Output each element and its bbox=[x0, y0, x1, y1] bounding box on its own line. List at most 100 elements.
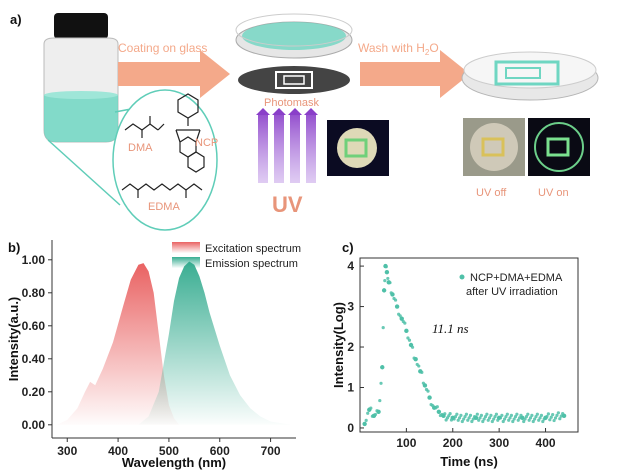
panel-b-ylabel: Intensity(a.u.) bbox=[6, 297, 21, 382]
c-data-point bbox=[449, 418, 454, 422]
c-data-point bbox=[501, 419, 505, 424]
c-data-point bbox=[443, 412, 447, 416]
uv-on-label: UV on bbox=[538, 187, 569, 199]
c-data-point bbox=[426, 389, 430, 393]
panel-c-ylabel: Intensity(Log) bbox=[331, 302, 346, 388]
c-data-point bbox=[489, 413, 493, 418]
c-data-point bbox=[478, 416, 482, 420]
c-data-point bbox=[477, 418, 481, 422]
c-data-point bbox=[530, 413, 534, 418]
c-data-point bbox=[511, 419, 515, 424]
c-data-point bbox=[483, 415, 488, 419]
c-data-point bbox=[492, 417, 496, 421]
uv-on-photo-icon bbox=[528, 118, 590, 176]
c-y-tick-label: 1 bbox=[347, 380, 354, 394]
c-data-point bbox=[460, 419, 464, 424]
c-data-point bbox=[479, 413, 484, 418]
b-legend-swatch-1 bbox=[172, 257, 200, 268]
c-data-point bbox=[453, 415, 458, 419]
c-data-point bbox=[427, 395, 432, 400]
c-data-point bbox=[527, 418, 531, 422]
c-data-point bbox=[518, 416, 522, 420]
c-data-point bbox=[459, 413, 463, 418]
b-x-tick-label: 500 bbox=[159, 444, 179, 458]
c-data-point bbox=[452, 417, 456, 421]
petri-dish-patterned-icon bbox=[461, 51, 599, 101]
arrow-wash: Wash with H2O bbox=[358, 41, 470, 98]
panel-c-xlabel: Time (ns) bbox=[440, 454, 498, 469]
c-data-point bbox=[381, 288, 387, 293]
zoom-line-left bbox=[47, 139, 121, 206]
c-data-point bbox=[490, 419, 494, 424]
c-data-point bbox=[406, 336, 410, 340]
c-data-point bbox=[457, 416, 462, 420]
c-data-point bbox=[482, 417, 486, 421]
c-data-point bbox=[534, 415, 538, 419]
uv-off-label: UV off bbox=[476, 187, 507, 199]
c-data-point bbox=[486, 418, 490, 422]
c-data-point bbox=[519, 413, 523, 418]
c-data-point bbox=[389, 291, 393, 295]
c-data-point bbox=[384, 269, 390, 275]
c-data-point bbox=[556, 411, 560, 415]
c-data-point bbox=[485, 412, 489, 416]
c-data-point bbox=[467, 416, 471, 420]
c-data-point bbox=[558, 417, 562, 421]
c-data-point bbox=[417, 364, 421, 368]
c-data-point bbox=[393, 298, 398, 302]
c-data-point bbox=[494, 412, 499, 416]
panel-c: c) 100 200 300 400 0 1 2 3 4 NCP+DMA+EDMA after UV… bbox=[331, 240, 579, 469]
c-data-point bbox=[412, 356, 416, 360]
c-data-point bbox=[420, 370, 424, 374]
c-data-point bbox=[410, 345, 415, 349]
c-y-tick-label: 2 bbox=[347, 340, 354, 354]
c-data-point bbox=[549, 415, 553, 419]
c-data-point bbox=[404, 328, 409, 334]
c-data-point bbox=[468, 413, 473, 418]
spectrum-area-0 bbox=[57, 263, 180, 425]
c-legend-label: NCP+DMA+EDMA bbox=[470, 272, 563, 284]
c-data-point bbox=[379, 381, 383, 385]
b-y-tick-label: 0.40 bbox=[22, 352, 46, 366]
b-x-tick-label: 400 bbox=[108, 444, 128, 458]
panel-c-label: c) bbox=[342, 240, 354, 255]
c-data-point bbox=[431, 403, 435, 408]
uv-off-photo-icon bbox=[463, 118, 525, 176]
c-data-point bbox=[394, 304, 400, 309]
c-data-point bbox=[513, 415, 518, 419]
c-x-tick-label: 400 bbox=[536, 436, 556, 450]
c-data-point bbox=[515, 412, 519, 416]
panel-b: b) 300 400 500 600 700 0.00 0.20 0.40 0.60 0.80 1.… bbox=[6, 240, 301, 470]
c-data-point bbox=[531, 419, 535, 424]
edma-label: EDMA bbox=[148, 201, 180, 213]
ncp-structure-icon bbox=[175, 93, 205, 173]
c-data-point bbox=[403, 321, 407, 325]
c-data-point bbox=[436, 409, 442, 414]
c-data-point bbox=[548, 418, 552, 422]
panel-c-plot-area: 100 200 300 400 0 1 2 3 4 NCP+DMA+EDMA after UV ir… bbox=[347, 257, 579, 450]
c-data-point bbox=[561, 411, 565, 416]
c-data-point bbox=[524, 415, 529, 419]
c-data-point bbox=[464, 412, 469, 416]
c-data-point bbox=[533, 417, 537, 421]
c-data-point bbox=[366, 411, 370, 415]
c-data-point bbox=[559, 414, 563, 418]
c-legend-label-line2: after UV irradiation bbox=[466, 286, 558, 298]
photomask-label: Photomask bbox=[264, 97, 320, 109]
c-data-point bbox=[407, 338, 412, 342]
c-data-point bbox=[440, 412, 444, 417]
c-data-point bbox=[475, 412, 479, 416]
c-x-tick-label: 100 bbox=[396, 436, 416, 450]
c-data-point bbox=[470, 419, 474, 424]
c-data-point bbox=[523, 417, 527, 421]
b-y-tick-label: 1.00 bbox=[22, 253, 46, 267]
panel-b-label: b) bbox=[8, 240, 20, 255]
c-data-point bbox=[380, 365, 385, 370]
c-data-point bbox=[435, 405, 439, 409]
spectrum-area-1 bbox=[138, 261, 291, 425]
c-data-point bbox=[386, 276, 390, 281]
c-data-point bbox=[463, 415, 467, 419]
c-data-point bbox=[508, 416, 512, 420]
c-x-tick-label: 200 bbox=[443, 436, 463, 450]
